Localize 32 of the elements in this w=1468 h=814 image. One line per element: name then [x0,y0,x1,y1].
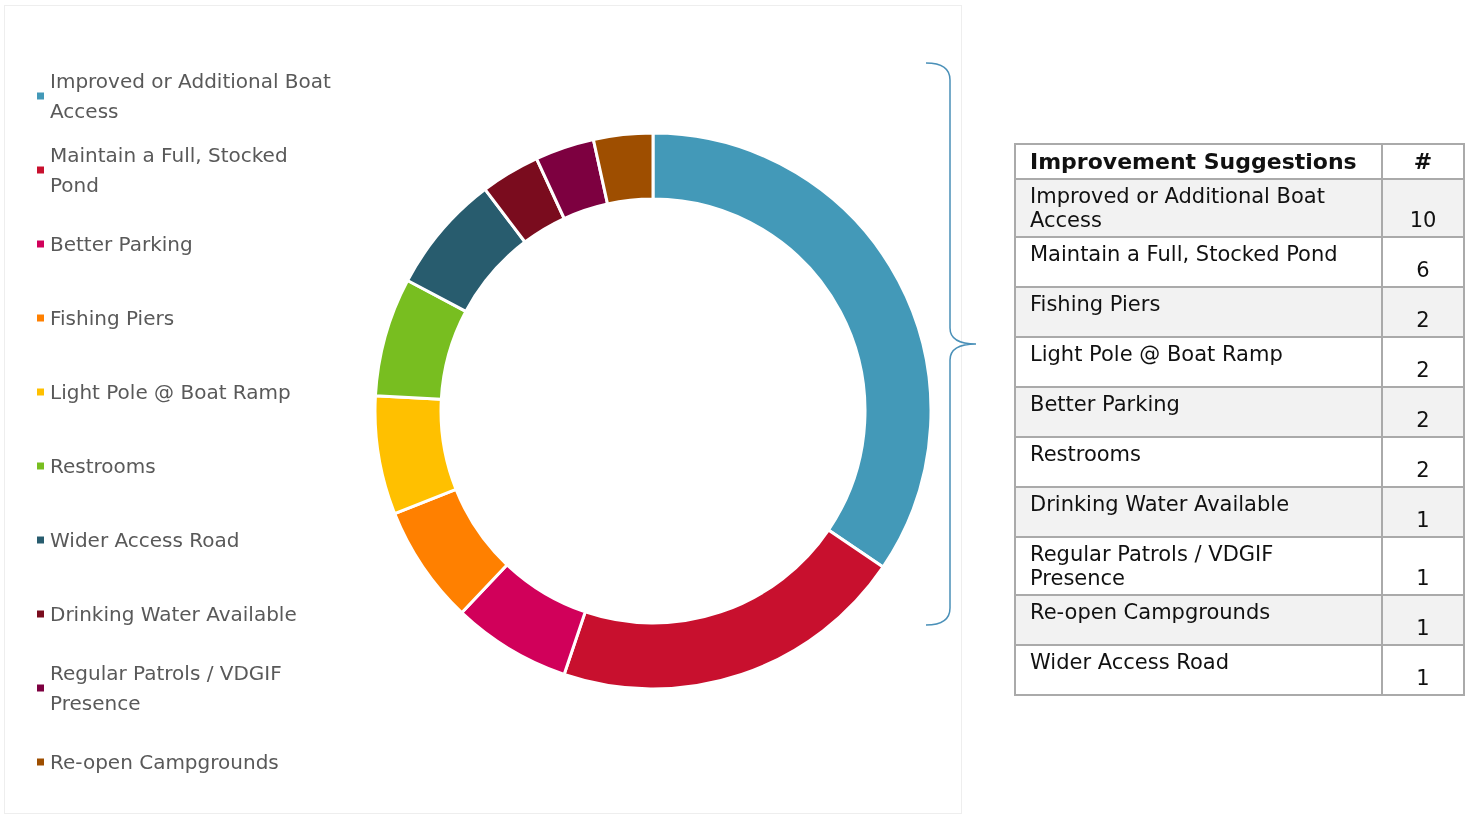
category-label: Re-open Campgrounds [1015,595,1382,645]
category-label: Regular Patrols / VDGIF Presence [1015,537,1382,595]
data-label: 1 [1382,487,1464,537]
data-label: 6 [1382,237,1464,287]
data-label: 2 [1382,337,1464,387]
data-label: 2 [1382,437,1464,487]
legend-label: Drinking Water Available [50,602,297,626]
legend-label: Wider Access Road [50,528,240,552]
data-label: 10 [1382,179,1464,237]
data-label: 2 [1382,287,1464,337]
legend-label: Regular Patrols / VDGIF Presence [50,661,289,715]
category-label: Drinking Water Available [1015,487,1382,537]
data-label: 1 [1382,595,1464,645]
text: Improvement Suggestions [1015,144,1382,179]
legend-label: Maintain a Full, Stocked Pond [50,143,294,197]
category-label: Fishing Piers [1015,287,1382,337]
category-label: Better Parking [1015,387,1382,437]
category-label: Restrooms [1015,437,1382,487]
text: # [1382,144,1464,179]
data-label: 1 [1382,537,1464,595]
category-label: Improved or Additional Boat Access [1015,179,1382,237]
data-label: 1 [1382,645,1464,695]
legend-label: Fishing Piers [50,306,175,330]
legend-label: Light Pole @ Boat Ramp [50,380,291,404]
legend-label: Restrooms [50,454,156,478]
legend-label: Improved or Additional Boat Access [50,69,338,123]
category-label: Maintain a Full, Stocked Pond [1015,237,1382,287]
legend-label: Better Parking [50,232,193,256]
data-label: 2 [1382,387,1464,437]
legend-label: Re-open Campgrounds [50,750,279,774]
category-label: Wider Access Road [1015,645,1382,695]
category-label: Light Pole @ Boat Ramp [1015,337,1382,387]
